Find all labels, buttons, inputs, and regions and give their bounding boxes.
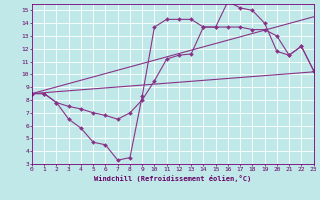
X-axis label: Windchill (Refroidissement éolien,°C): Windchill (Refroidissement éolien,°C) <box>94 175 252 182</box>
